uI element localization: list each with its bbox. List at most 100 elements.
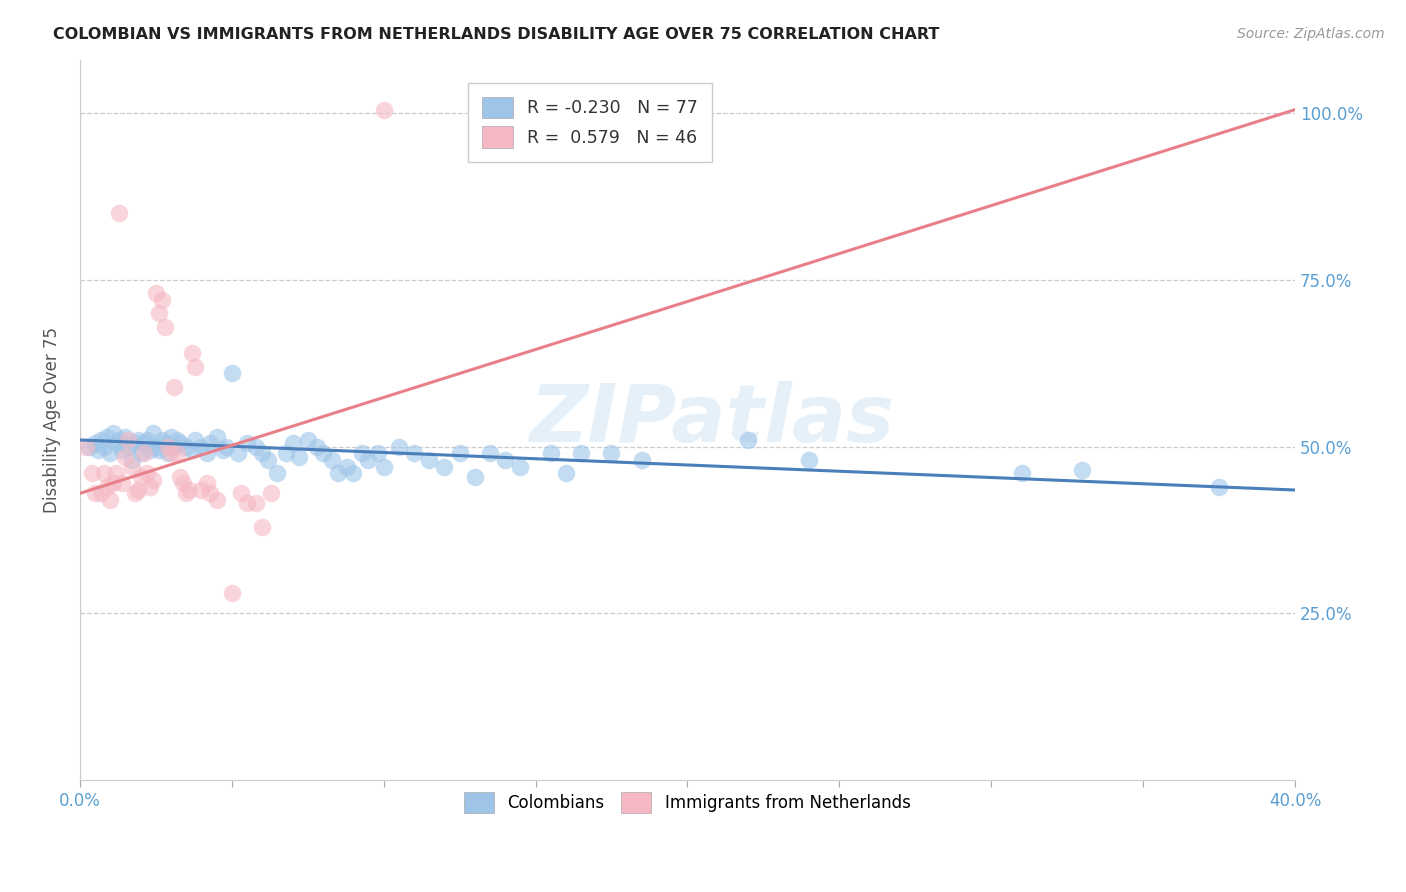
Point [111,476,134,491]
Point [433,459,456,474]
Point [342,467,364,481]
Point [114,450,136,464]
Point [221,366,243,380]
Point [236,436,259,450]
Point [90,433,112,447]
Point [540,446,562,460]
Point [75,440,97,454]
Point [127,433,149,447]
Y-axis label: Disability Age Over 75: Disability Age Over 75 [44,327,60,513]
Point [181,346,204,360]
Point [105,436,128,450]
Point [184,359,207,374]
Point [169,436,191,450]
Point [600,446,623,460]
Point [111,442,134,457]
Point [402,446,425,460]
Point [127,483,149,497]
Point [96,480,118,494]
Point [163,440,186,454]
Point [281,436,304,450]
Point [129,446,152,460]
Point [142,473,165,487]
Point [80,467,103,481]
Point [1071,463,1094,477]
Point [236,496,259,510]
Point [132,446,155,460]
Point [494,453,516,467]
Point [90,486,112,500]
Point [266,467,288,481]
Point [117,440,139,454]
Point [145,286,167,301]
Point [276,446,298,460]
Point [174,486,197,500]
Point [103,426,125,441]
Point [117,433,139,447]
Point [184,433,207,447]
Point [305,440,328,454]
Point [121,459,143,474]
Point [631,453,654,467]
Point [569,446,592,460]
Point [108,433,131,447]
Point [166,433,188,447]
Point [205,429,228,443]
Point [1208,480,1230,494]
Point [169,469,191,483]
Point [156,446,179,460]
Point [87,442,110,457]
Point [124,486,146,500]
Point [160,429,183,443]
Point [108,206,131,220]
Point [250,519,273,533]
Point [163,379,186,393]
Point [156,440,179,454]
Point [449,446,471,460]
Point [797,453,820,467]
Point [84,436,107,450]
Point [77,440,100,454]
Point [257,453,280,467]
Point [129,469,152,483]
Point [245,496,267,510]
Point [84,486,107,500]
Text: Source: ZipAtlas.com: Source: ZipAtlas.com [1237,27,1385,41]
Point [737,433,759,447]
Point [174,440,197,454]
Point [103,476,125,491]
Point [287,450,309,464]
Point [197,476,219,491]
Point [321,453,343,467]
Text: ZIPatlas: ZIPatlas [529,381,894,459]
Text: COLOMBIAN VS IMMIGRANTS FROM NETHERLANDS DISABILITY AGE OVER 75 CORRELATION CHAR: COLOMBIAN VS IMMIGRANTS FROM NETHERLANDS… [53,27,939,42]
Point [200,436,222,450]
Point [215,440,238,454]
Point [336,459,359,474]
Point [98,446,121,460]
Point [124,436,146,450]
Point [93,440,115,454]
Point [132,436,155,450]
Point [148,442,170,457]
Point [555,467,578,481]
Point [388,440,411,454]
Point [229,486,252,500]
Point [297,433,319,447]
Point [352,446,374,460]
Point [1011,467,1033,481]
Point [139,480,162,494]
Point [179,483,201,497]
Point [160,446,183,460]
Point [418,453,440,467]
Point [478,446,501,460]
Point [181,442,204,457]
Point [367,446,389,460]
Point [250,446,273,460]
Point [197,446,219,460]
Point [153,319,176,334]
Point [139,442,162,457]
Point [105,467,128,481]
Point [96,429,118,443]
Point [326,467,349,481]
